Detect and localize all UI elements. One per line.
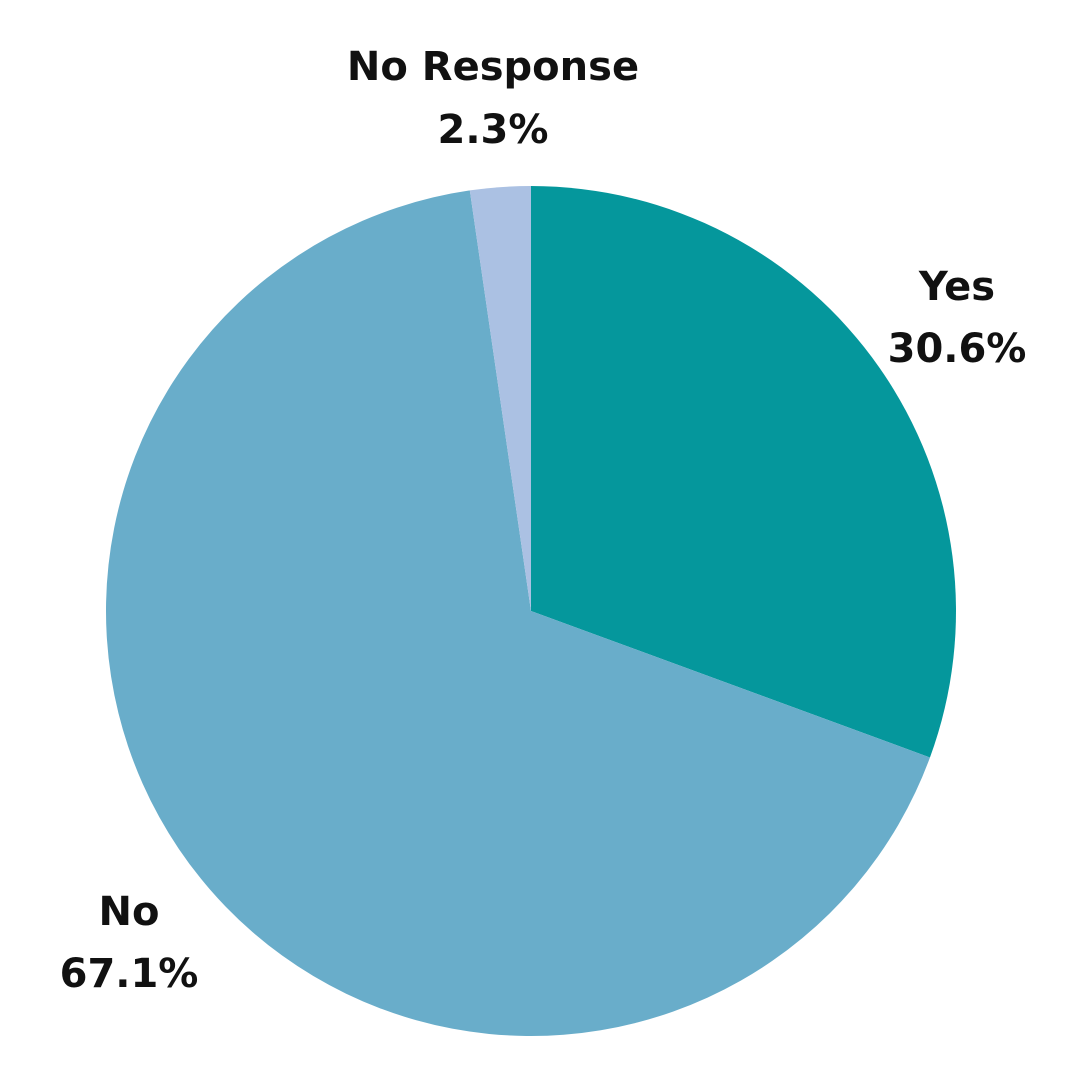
labels-layer: Yes 30.6% No 67.1% No Response 2.3% [60,44,1027,997]
slice-value-label-no-response: 2.3% [438,107,549,153]
slice-label-no: No [99,889,160,935]
slices-layer [105,186,956,1037]
slice-value-label-yes: 30.6% [888,326,1027,372]
pie-slice-no [105,190,930,1037]
slice-value-label-no: 67.1% [60,951,199,997]
slice-label-yes: Yes [918,264,995,310]
slice-label-no-response: No Response [347,44,639,90]
pie-slice-yes [531,186,956,758]
pie-slice-no-response [469,186,531,611]
